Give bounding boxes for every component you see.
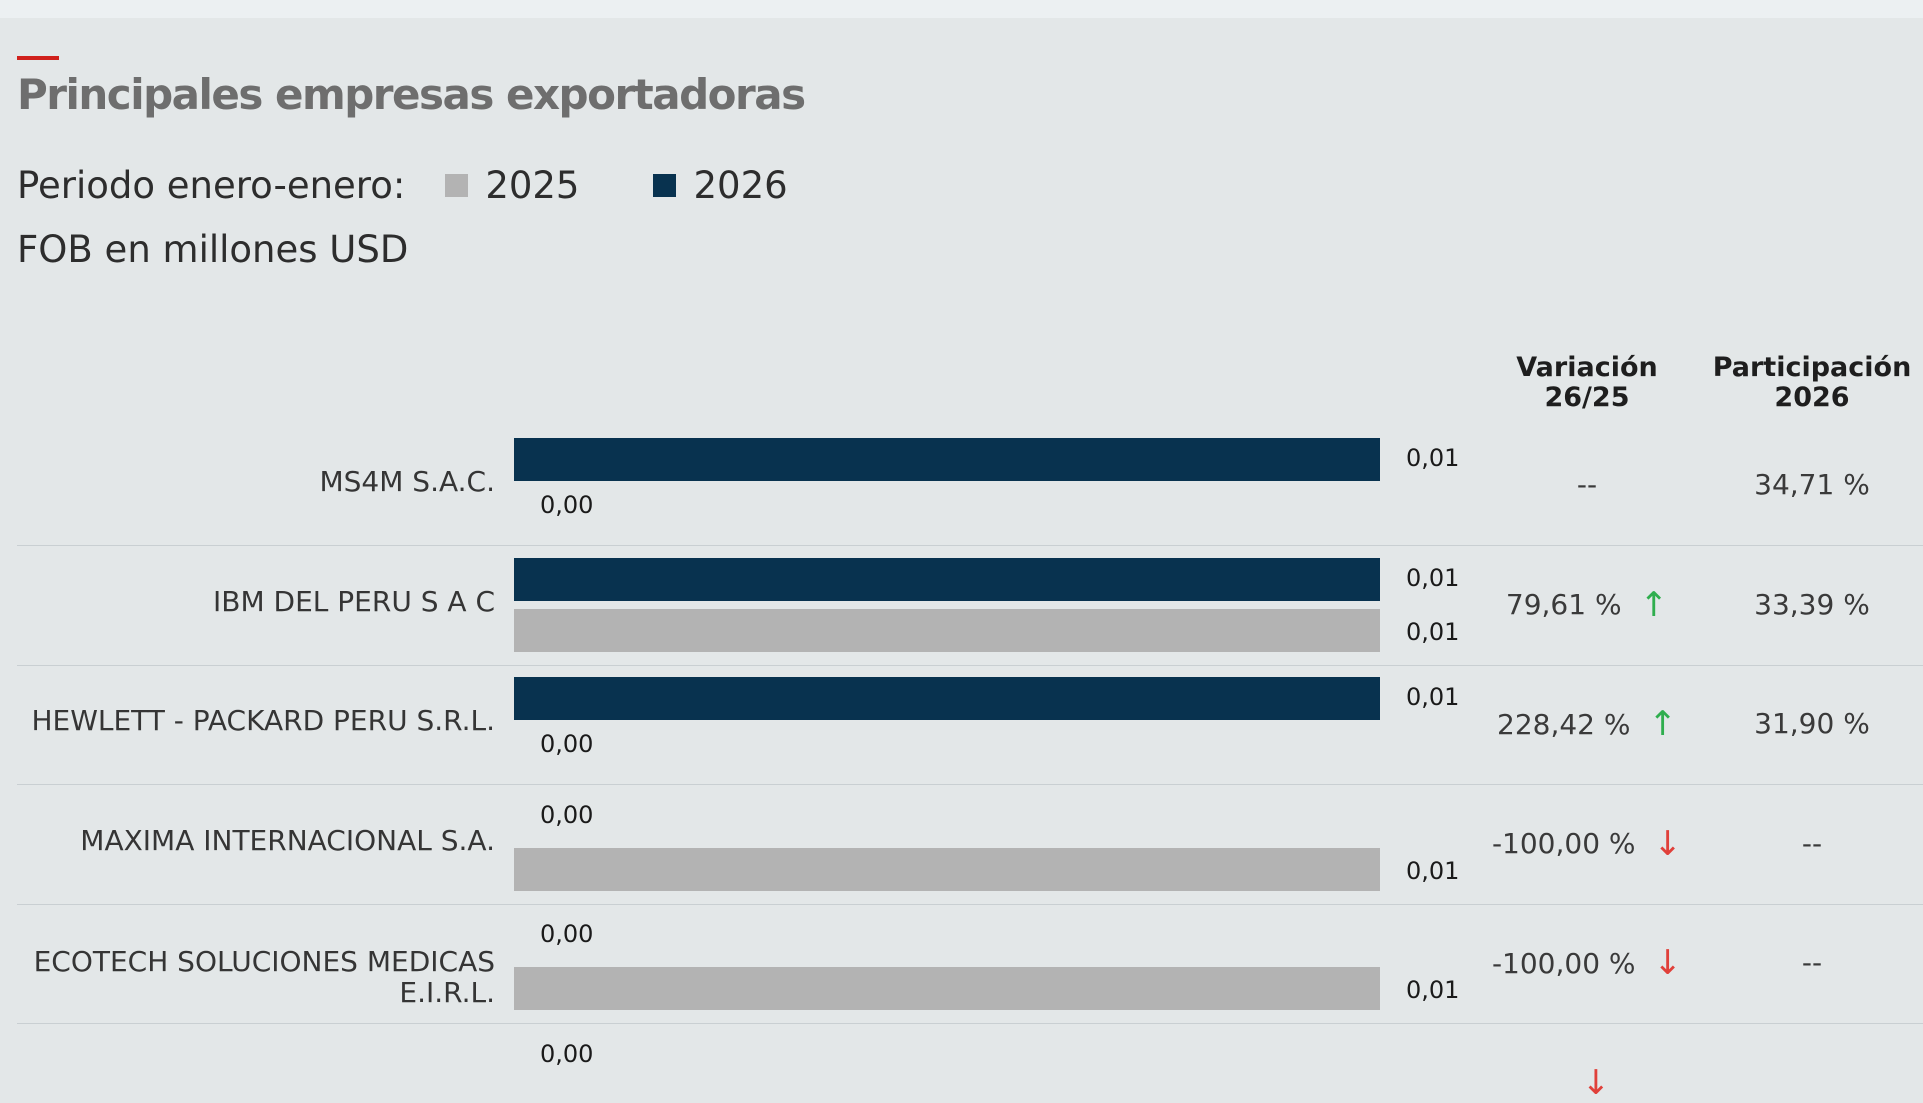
variation-value: -100,00 % ↓ — [1457, 827, 1717, 861]
company-name: IBM DEL PERU S A C — [213, 584, 495, 618]
bar-value-label-2026: 0,01 — [1406, 563, 1460, 592]
variation-text: -100,00 % — [1491, 946, 1636, 980]
row-separator — [17, 545, 1923, 546]
share-header: Participación 2026 — [1712, 353, 1912, 413]
variation-value: ↓ — [1457, 1066, 1717, 1100]
company-name: MS4M S.A.C. — [319, 465, 496, 498]
share-value: 34,71 % — [1754, 468, 1870, 501]
bar-2025 — [514, 608, 1380, 652]
row-separator — [17, 664, 1923, 666]
bar-2026 — [514, 677, 1380, 720]
arrow-up-icon: ↑ — [1639, 584, 1669, 625]
variation-header-line2: 26/25 — [1544, 382, 1630, 413]
variation-value: -- — [1457, 468, 1717, 501]
arrow-down-icon: ↓ — [1581, 1062, 1611, 1103]
bar-value-label-2026: 0,00 — [540, 1039, 594, 1068]
top-bar — [0, 0, 1923, 18]
bar-2025 — [514, 967, 1380, 1010]
bar-2025 — [514, 847, 1380, 891]
bar-value-label-2026: 0,00 — [540, 920, 594, 948]
bar-value-label-2025: 0,00 — [540, 491, 594, 519]
bar-value-label-2026: 0,01 — [1406, 444, 1460, 472]
bar-value-label-2026: 0,00 — [540, 800, 594, 829]
row-separator — [17, 1023, 1923, 1024]
period-label: Periodo enero-enero: — [17, 164, 406, 207]
legend-label-2026: 2026 — [693, 164, 788, 207]
legend-swatch-2025 — [445, 174, 469, 197]
variation-value: -100,00 % ↓ — [1457, 946, 1717, 980]
variation-header-line1: Variación — [1516, 352, 1658, 383]
variation-text: -- — [1576, 468, 1598, 501]
arrow-up-icon: ↑ — [1648, 704, 1677, 744]
variation-value: 228,42 % ↑ — [1457, 707, 1717, 741]
row-separator — [17, 903, 1923, 905]
company-name: ECOTECH SOLUCIONES MEDICAS E.I.R.L. — [33, 945, 495, 1009]
row-separator — [17, 784, 1923, 785]
share-value: -- — [1801, 826, 1823, 860]
share-value: -- — [1801, 946, 1823, 979]
legend: Periodo enero-enero: 2025 2026 — [17, 164, 820, 207]
bar-value-label-2025: 0,01 — [1406, 976, 1460, 1004]
arrow-down-icon: ↓ — [1653, 943, 1683, 983]
share-value: 33,39 % — [1754, 587, 1870, 621]
title-accent-line — [17, 56, 59, 60]
legend-label-2025: 2025 — [485, 164, 580, 207]
share-header-line2: 2026 — [1774, 382, 1850, 413]
arrow-down-icon: ↓ — [1653, 823, 1683, 864]
variation-text: 228,42 % — [1497, 707, 1631, 741]
bar-value-label-2026: 0,01 — [1406, 683, 1460, 711]
share-header-line1: Participación — [1712, 352, 1912, 383]
bar-value-label-2025: 0,00 — [540, 730, 594, 758]
company-name: HEWLETT - PACKARD PERU S.R.L. — [31, 704, 495, 737]
variation-text: -100,00 % — [1491, 827, 1636, 860]
unit-label: FOB en millones USD — [17, 228, 409, 271]
variation-text: 79,61 % — [1505, 588, 1622, 621]
bar-value-label-2025: 0,01 — [1406, 617, 1460, 646]
variation-value: 79,61 % ↑ — [1457, 588, 1717, 622]
share-value: 31,90 % — [1754, 707, 1870, 740]
chart-title: Principales empresas exportadoras — [17, 70, 806, 119]
bar-2026 — [514, 438, 1380, 481]
bar-2026 — [514, 557, 1380, 601]
variation-header: Variación 26/25 — [1507, 353, 1667, 413]
legend-swatch-2026 — [653, 174, 677, 197]
company-name: MAXIMA INTERNACIONAL S.A. — [80, 823, 495, 857]
bar-value-label-2025: 0,01 — [1406, 856, 1460, 885]
